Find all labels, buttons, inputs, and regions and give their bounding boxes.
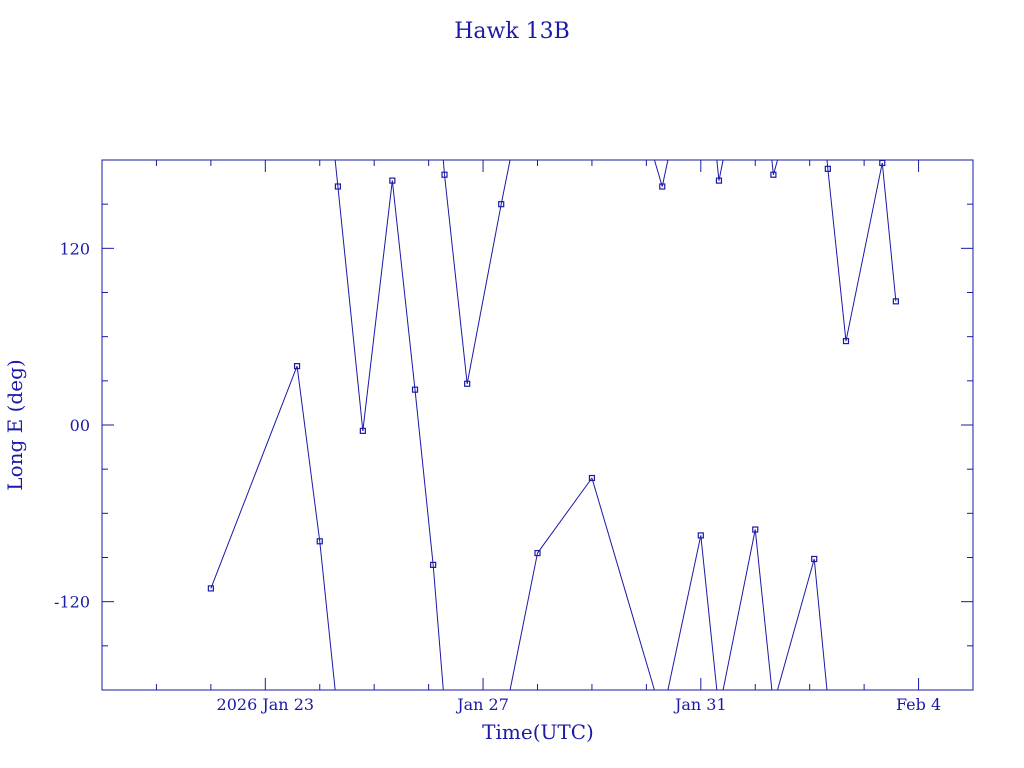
chart-title: Hawk 13B xyxy=(454,19,570,44)
series-longitude xyxy=(207,159,899,691)
y-axis-label: Long E (deg) xyxy=(3,359,27,490)
series-segment xyxy=(716,159,720,181)
series-segment xyxy=(362,180,393,431)
series-segment xyxy=(881,162,897,302)
data-point xyxy=(842,337,850,345)
series-segment xyxy=(509,552,538,691)
series-segment xyxy=(700,535,718,691)
series-segment xyxy=(334,159,339,187)
series-segment xyxy=(500,159,511,205)
series-segment xyxy=(466,204,502,384)
series-segment xyxy=(827,168,847,342)
series-segment xyxy=(845,162,883,342)
series-segment xyxy=(432,564,444,691)
series-segment xyxy=(653,159,663,187)
axis-tick-labels: 2026 Jan 23 Jan 27 Jan 31 Feb 4 120 00 -120 xyxy=(54,239,941,714)
x-tick-label: Jan 31 xyxy=(673,695,727,714)
data-point xyxy=(316,538,323,545)
series-segment xyxy=(754,529,773,691)
series-segment xyxy=(813,558,828,691)
data-point xyxy=(824,165,831,172)
y-tick-label: -120 xyxy=(54,593,90,612)
y-tick-label: 120 xyxy=(59,239,90,258)
data-point xyxy=(752,526,759,533)
y-tick-label: 00 xyxy=(70,416,90,435)
data-point xyxy=(430,561,437,568)
data-point xyxy=(892,298,899,305)
data-point xyxy=(359,427,366,434)
plot-frame xyxy=(101,159,974,691)
data-point xyxy=(334,183,341,190)
series-segment xyxy=(661,159,669,187)
x-tick-label: Feb 4 xyxy=(896,695,941,714)
x-tick-label: 2026 Jan 23 xyxy=(217,695,315,714)
data-point xyxy=(659,183,666,190)
data-point xyxy=(811,555,818,563)
data-point xyxy=(498,201,505,208)
series-segment xyxy=(591,477,655,691)
x-tick-label: Jan 27 xyxy=(455,695,509,714)
series-segment xyxy=(722,529,756,691)
series-segment xyxy=(210,365,298,589)
axis-ticks xyxy=(102,160,973,690)
data-point xyxy=(534,549,541,557)
data-point xyxy=(770,171,777,178)
series-segment xyxy=(391,180,416,390)
series-segment xyxy=(537,477,593,554)
data-point xyxy=(879,159,886,167)
data-point xyxy=(697,532,704,539)
series-segment xyxy=(414,389,434,565)
series-segment xyxy=(337,186,364,431)
series-segment xyxy=(444,174,468,384)
data-point xyxy=(588,474,596,482)
series-segment xyxy=(777,558,815,691)
series-segment xyxy=(718,159,724,181)
series-segment xyxy=(296,366,321,542)
data-point xyxy=(441,171,448,178)
data-point xyxy=(293,363,301,370)
series-segment xyxy=(826,159,829,169)
series-segment xyxy=(667,535,702,691)
data-point xyxy=(411,386,419,393)
data-point xyxy=(389,177,396,184)
data-point xyxy=(715,177,723,184)
x-axis-label: Time(UTC) xyxy=(482,720,594,744)
data-point xyxy=(207,585,214,592)
data-point xyxy=(464,380,471,387)
series-segment xyxy=(319,541,336,691)
